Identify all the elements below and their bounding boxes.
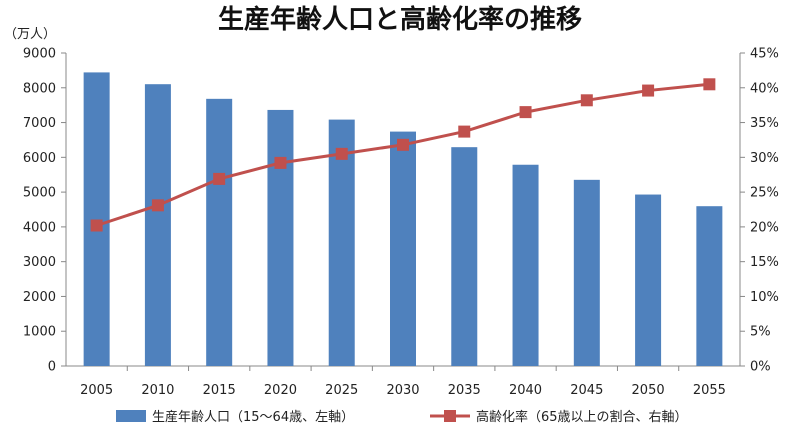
x-tick-label: 2020 bbox=[264, 383, 297, 398]
line-point bbox=[397, 138, 409, 151]
bar bbox=[635, 194, 662, 366]
left-tick-label: 3000 bbox=[23, 255, 56, 270]
plot-area: 0 1000 2000 3000 4000 5000 6000 7000 8000 9000 0% 5… bbox=[23, 47, 779, 399]
x-tick-label: 2055 bbox=[693, 383, 726, 398]
left-tick-label: 4000 bbox=[23, 220, 56, 235]
legend-label-line: 高齢化率（65歳以上の割合、右軸） bbox=[476, 409, 688, 425]
left-tick-label: 1000 bbox=[23, 325, 56, 340]
right-tick-label: 30% bbox=[750, 151, 779, 166]
left-tick-label: 9000 bbox=[23, 47, 56, 62]
legend-label-bar: 生産年齢人口（15〜64歳、左軸） bbox=[152, 409, 354, 425]
bar bbox=[512, 164, 539, 366]
line-point bbox=[642, 84, 655, 97]
bar bbox=[451, 147, 478, 366]
legend-swatch-bar bbox=[116, 410, 146, 422]
x-tick-label: 2010 bbox=[141, 383, 174, 398]
line-point bbox=[458, 125, 471, 138]
bar bbox=[267, 109, 294, 367]
left-tick-label: 2000 bbox=[23, 290, 56, 305]
x-tick-label: 2015 bbox=[203, 383, 236, 398]
x-tick-label: 2030 bbox=[386, 383, 419, 398]
bar bbox=[390, 131, 416, 366]
line-point bbox=[703, 78, 716, 91]
x-tick-label: 2005 bbox=[80, 383, 113, 398]
right-tick-label: 25% bbox=[750, 186, 779, 201]
right-tick-label: 20% bbox=[750, 220, 779, 235]
line-point bbox=[335, 147, 348, 160]
left-tick-label: 7000 bbox=[23, 116, 56, 131]
left-axis-unit: （万人） bbox=[4, 27, 56, 42]
legend-swatch-marker bbox=[444, 410, 456, 422]
bar bbox=[83, 72, 110, 366]
x-tick-label: 2025 bbox=[325, 383, 358, 398]
right-tick-label: 0% bbox=[750, 360, 771, 375]
x-tick-label: 2050 bbox=[632, 383, 665, 398]
x-tick-label: 2035 bbox=[448, 383, 481, 398]
line-point bbox=[519, 106, 532, 119]
right-tick-label: 15% bbox=[750, 255, 779, 270]
line-point bbox=[580, 94, 593, 107]
bar bbox=[328, 119, 355, 366]
chart-title: 生産年齢人口と高齢化率の推移 bbox=[218, 4, 582, 35]
line-point bbox=[151, 199, 164, 212]
left-tick-label: 8000 bbox=[23, 81, 56, 96]
x-tick-label: 2045 bbox=[570, 383, 603, 398]
bar bbox=[206, 98, 233, 367]
legend: 生産年齢人口（15〜64歳、左軸） 高齢化率（65歳以上の割合、右軸） bbox=[116, 409, 688, 425]
bar bbox=[573, 179, 600, 366]
x-tick-label: 2040 bbox=[509, 383, 542, 398]
right-tick-label: 45% bbox=[750, 47, 779, 62]
bar bbox=[696, 206, 723, 366]
left-tick-label: 0 bbox=[48, 360, 56, 375]
left-tick-label: 5000 bbox=[23, 186, 56, 201]
right-tick-label: 5% bbox=[750, 325, 771, 340]
left-tick-label: 6000 bbox=[23, 151, 56, 166]
bar bbox=[144, 84, 171, 366]
line-point bbox=[274, 156, 287, 169]
right-tick-label: 35% bbox=[750, 116, 779, 131]
right-tick-label: 40% bbox=[750, 81, 779, 96]
line-point bbox=[90, 219, 103, 232]
line-point bbox=[213, 172, 226, 185]
right-tick-label: 10% bbox=[750, 290, 779, 305]
